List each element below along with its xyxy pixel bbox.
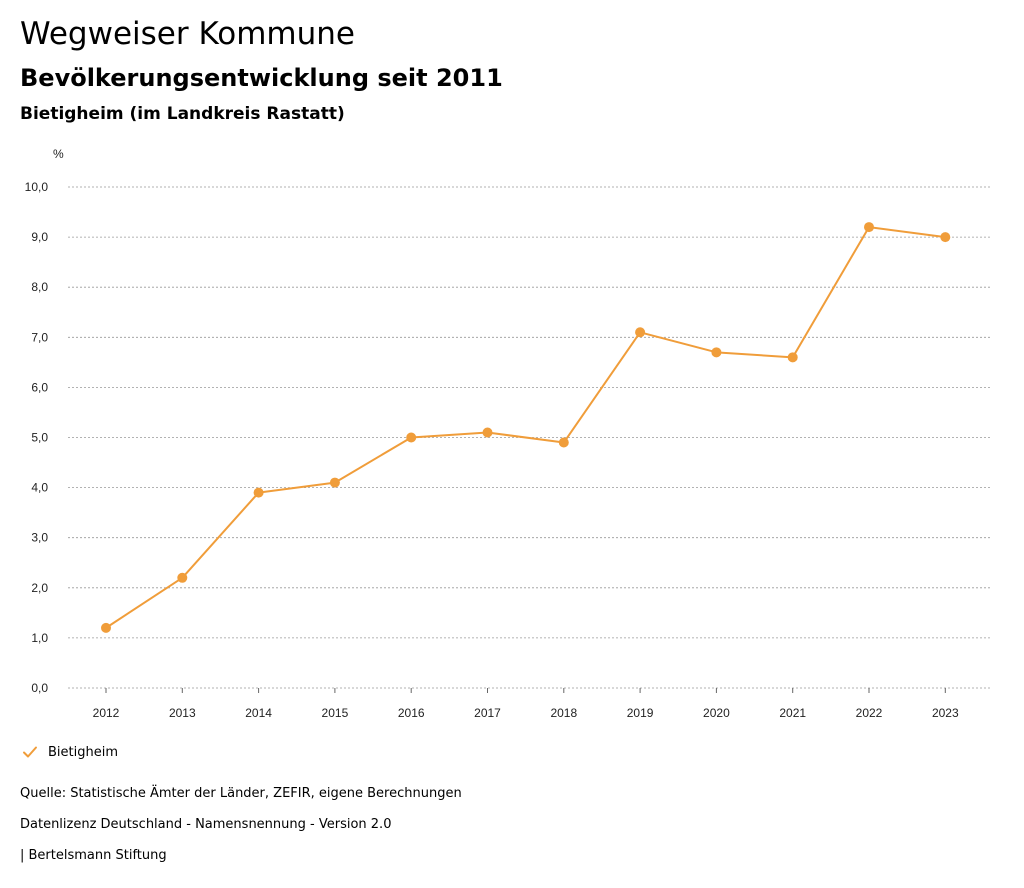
y-tick-label: 9,0 [31,230,48,244]
data-point[interactable] [787,352,798,363]
chart-subtitle: Bevölkerungsentwicklung seit 2011 [20,64,503,92]
data-point[interactable] [101,622,111,633]
y-tick-label: 5,0 [31,431,48,445]
data-point[interactable] [940,232,951,243]
data-point[interactable] [406,432,417,443]
y-tick-label: 3,0 [31,531,48,545]
y-tick-label: 6,0 [31,380,48,394]
legend[interactable]: Bietigheim [22,744,118,760]
data-point[interactable] [635,327,646,338]
y-axis-ticks: 0,0 1,0 2,0 3,0 4,0 5,0 6,0 7,0 8,0 9,0 10,0 [25,180,49,695]
x-tick-label: 2018 [550,706,577,720]
data-point[interactable] [329,477,340,488]
y-tick-label: 10,0 [25,180,49,194]
legend-label: Bietigheim [48,744,119,760]
source-note: Quelle: Statistische Ämter der Länder, Z… [20,786,462,801]
x-tick-label: 2019 [627,706,654,720]
data-point[interactable] [482,427,493,438]
data-point[interactable] [177,572,188,583]
y-tick-label: 0,0 [31,681,48,695]
x-tick-label: 2023 [932,706,959,720]
x-tick-label: 2014 [245,706,272,720]
line-chart: % 0,0 1,0 2,0 3,0 4,0 5,0 6,0 7,0 8,0 9,0 10,0 201… [25,147,990,720]
x-tick-label: 2020 [703,706,730,720]
x-tick-label: 2021 [779,706,806,720]
publisher-note: | Bertelsmann Stiftung [20,848,167,863]
y-tick-label: 1,0 [31,631,48,645]
region-label: Bietigheim (im Landkreis Rastatt) [20,104,345,124]
x-tick-label: 2015 [322,706,349,720]
data-point[interactable] [253,487,264,498]
y-tick-label: 7,0 [31,330,48,344]
x-tick-label: 2016 [398,706,425,720]
x-tick-label: 2022 [856,706,883,720]
y-axis-unit: % [53,147,64,161]
x-tick-label: 2013 [169,706,196,720]
checkmark-icon [23,746,37,758]
data-point[interactable] [711,347,722,358]
y-tick-label: 2,0 [31,581,48,595]
y-tick-label: 8,0 [31,280,48,294]
x-tick-label: 2017 [474,706,501,720]
x-tick-label: 2012 [93,706,120,720]
data-point[interactable] [864,222,874,233]
y-tick-label: 4,0 [31,481,48,495]
series-line [105,226,946,629]
license-note: Datenlizenz Deutschland - Namensnennung … [20,817,392,832]
series-bietigheim [101,222,951,633]
data-point[interactable] [558,437,569,448]
page-title: Wegweiser Kommune [20,16,355,52]
x-axis-ticks: 2012 2013 2014 2015 2016 2017 2018 2019 2020 2021… [93,688,959,720]
